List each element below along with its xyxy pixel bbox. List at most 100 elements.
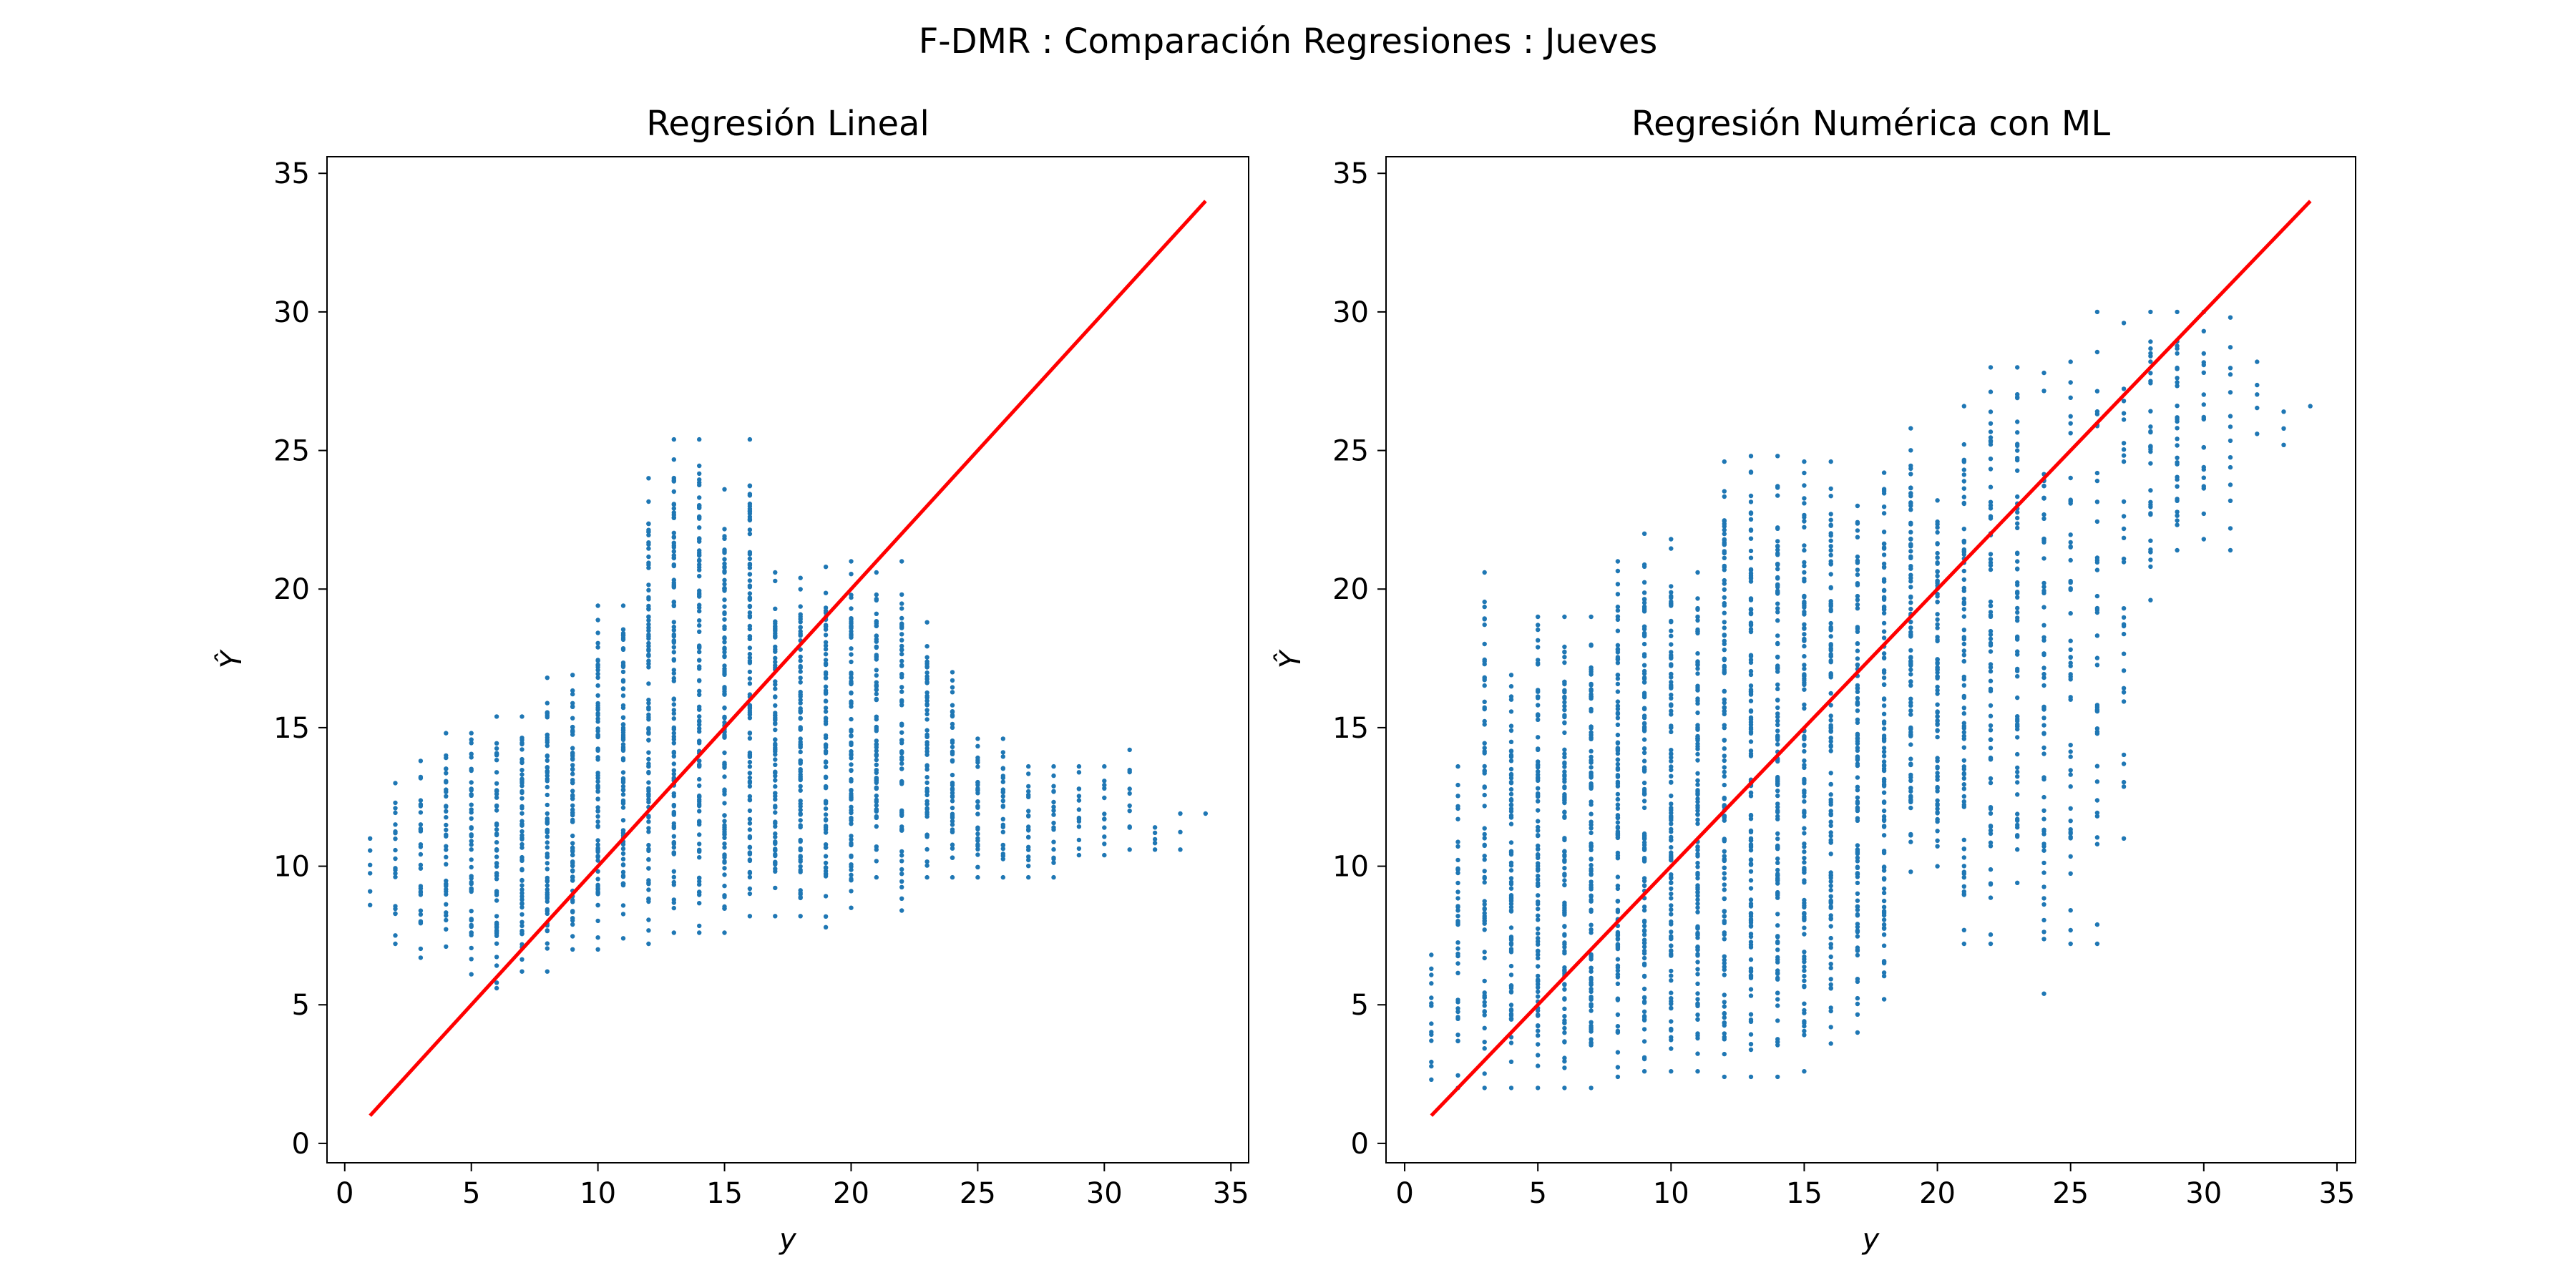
linear-regression-data-point — [595, 886, 600, 891]
linear-regression-data-point — [671, 702, 676, 707]
ml-regression-data-point — [1828, 494, 1833, 499]
ml-regression-data-point — [1855, 784, 1860, 790]
linear-regression-data-point — [595, 819, 600, 824]
ml-regression-data-point — [1641, 624, 1647, 629]
linear-regression-data-point — [620, 637, 626, 642]
ml-regression-data-point — [1695, 733, 1700, 739]
linear-regression-data-point — [1152, 830, 1158, 836]
ml-regression-data-point — [1988, 723, 1994, 728]
ml-regression-data-point — [1802, 826, 1807, 831]
linear-regression-data-point — [924, 680, 930, 686]
linear-regression-data-point — [747, 603, 753, 609]
linear-regression-data-point — [494, 877, 499, 882]
linear-regression-data-point — [519, 759, 525, 765]
ml-regression-data-point — [1881, 833, 1887, 838]
ml-regression-data-point — [1802, 672, 1807, 677]
linear-regression-data-point — [646, 826, 651, 831]
ml-regression-data-point — [1775, 582, 1780, 588]
linear-regression-data-point — [519, 919, 525, 924]
ml-regression-data-point — [1828, 781, 1833, 787]
linear-regression-data-point — [975, 847, 980, 852]
linear-regression-data-point — [646, 819, 651, 824]
linear-regression-data-point — [418, 890, 424, 895]
ml-regression-data-point — [1615, 681, 1621, 687]
ml-regression-data-point — [1828, 634, 1833, 639]
linear-regression-data-point — [823, 684, 829, 689]
ml-regression-data-point — [1935, 702, 1940, 707]
ml-regression-data-point — [1589, 643, 1594, 648]
ml-regression-data-point — [1775, 633, 1780, 638]
ml-regression-x-tick-label: 0 — [1395, 1177, 1413, 1210]
ml-regression-data-point — [1828, 1041, 1833, 1046]
ml-regression-data-point — [1669, 808, 1674, 813]
linear-regression-x-tick-label: 30 — [1086, 1177, 1123, 1210]
ml-regression-data-point — [1908, 633, 1913, 638]
linear-regression-data-point — [1000, 816, 1006, 822]
ml-regression-data-point — [1828, 738, 1833, 744]
ml-regression-data-point — [2068, 587, 2073, 592]
ml-regression-data-point — [1562, 1030, 1567, 1035]
ml-regression-data-point — [1855, 928, 1860, 933]
ml-regression-data-point — [2148, 538, 2153, 543]
linear-regression-data-point — [1076, 798, 1082, 803]
ml-regression-data-point — [1589, 748, 1594, 754]
ml-regression-data-point — [1641, 671, 1647, 676]
linear-regression-data-point — [697, 514, 702, 519]
linear-regression-data-point — [823, 764, 829, 770]
linear-regression-data-point — [469, 847, 474, 852]
linear-regression-data-point — [722, 617, 727, 622]
ml-regression-data-point — [1669, 801, 1674, 806]
ml-regression-data-point — [1695, 947, 1700, 952]
linear-regression-data-point — [570, 688, 575, 693]
linear-regression-data-point — [823, 640, 829, 645]
linear-regression-data-point — [1127, 769, 1132, 775]
ml-regression-data-point — [1855, 528, 1860, 533]
ml-regression-data-point — [1748, 722, 1754, 727]
ml-regression-data-point — [2041, 884, 2046, 889]
ml-regression-data-point — [1722, 854, 1727, 859]
linear-regression-data-point — [798, 864, 803, 869]
ml-regression-data-point — [1748, 683, 1754, 688]
linear-regression-data-point — [874, 668, 879, 673]
linear-regression-data-point — [697, 574, 702, 579]
ml-regression-data-point — [1988, 780, 1994, 786]
linear-regression-data-point — [823, 775, 829, 781]
linear-regression-data-point — [595, 849, 600, 854]
ml-regression-data-point — [2041, 731, 2046, 736]
linear-regression-data-point — [494, 827, 499, 832]
ml-regression-data-point — [1802, 925, 1807, 930]
ml-regression-data-point — [1508, 902, 1514, 907]
ml-regression-data-point — [2201, 351, 2206, 356]
ml-regression-data-point — [1748, 897, 1754, 902]
ml-regression-data-point — [2094, 814, 2100, 819]
linear-regression-data-point — [747, 484, 753, 489]
linear-regression-data-point — [444, 854, 449, 860]
linear-regression-data-point — [595, 757, 600, 762]
linear-regression-data-point — [899, 685, 904, 690]
linear-regression-data-point — [697, 678, 702, 683]
ml-regression-data-point — [2148, 564, 2153, 570]
ml-regression-data-point — [1908, 794, 1913, 799]
linear-regression-data-point — [646, 715, 651, 720]
ml-regression-data-point — [1775, 977, 1780, 982]
linear-regression-data-point — [722, 646, 727, 652]
linear-regression-data-point — [773, 867, 778, 872]
ml-regression-data-point — [1961, 782, 1966, 787]
ml-regression-data-point — [1828, 620, 1833, 626]
ml-regression-data-point — [1589, 819, 1594, 824]
linear-regression-data-point — [899, 723, 904, 728]
ml-regression-points — [1429, 309, 2313, 1091]
ml-regression-data-point — [1802, 563, 1807, 569]
ml-regression-data-point — [2148, 309, 2153, 315]
ml-regression-data-point — [2015, 635, 2020, 640]
ml-regression-data-point — [1802, 594, 1807, 600]
linear-regression-data-point — [469, 917, 474, 923]
ml-regression-data-point — [1562, 1059, 1567, 1064]
ml-regression-data-point — [2015, 666, 2020, 672]
ml-regression-y-tick-label: 15 — [1332, 712, 1369, 745]
ml-regression-data-point — [1615, 802, 1621, 807]
linear-regression-data-point — [620, 693, 626, 698]
linear-regression-data-point — [773, 663, 778, 668]
ml-regression-data-point — [1961, 730, 1966, 735]
ml-regression-data-point — [1482, 741, 1487, 746]
